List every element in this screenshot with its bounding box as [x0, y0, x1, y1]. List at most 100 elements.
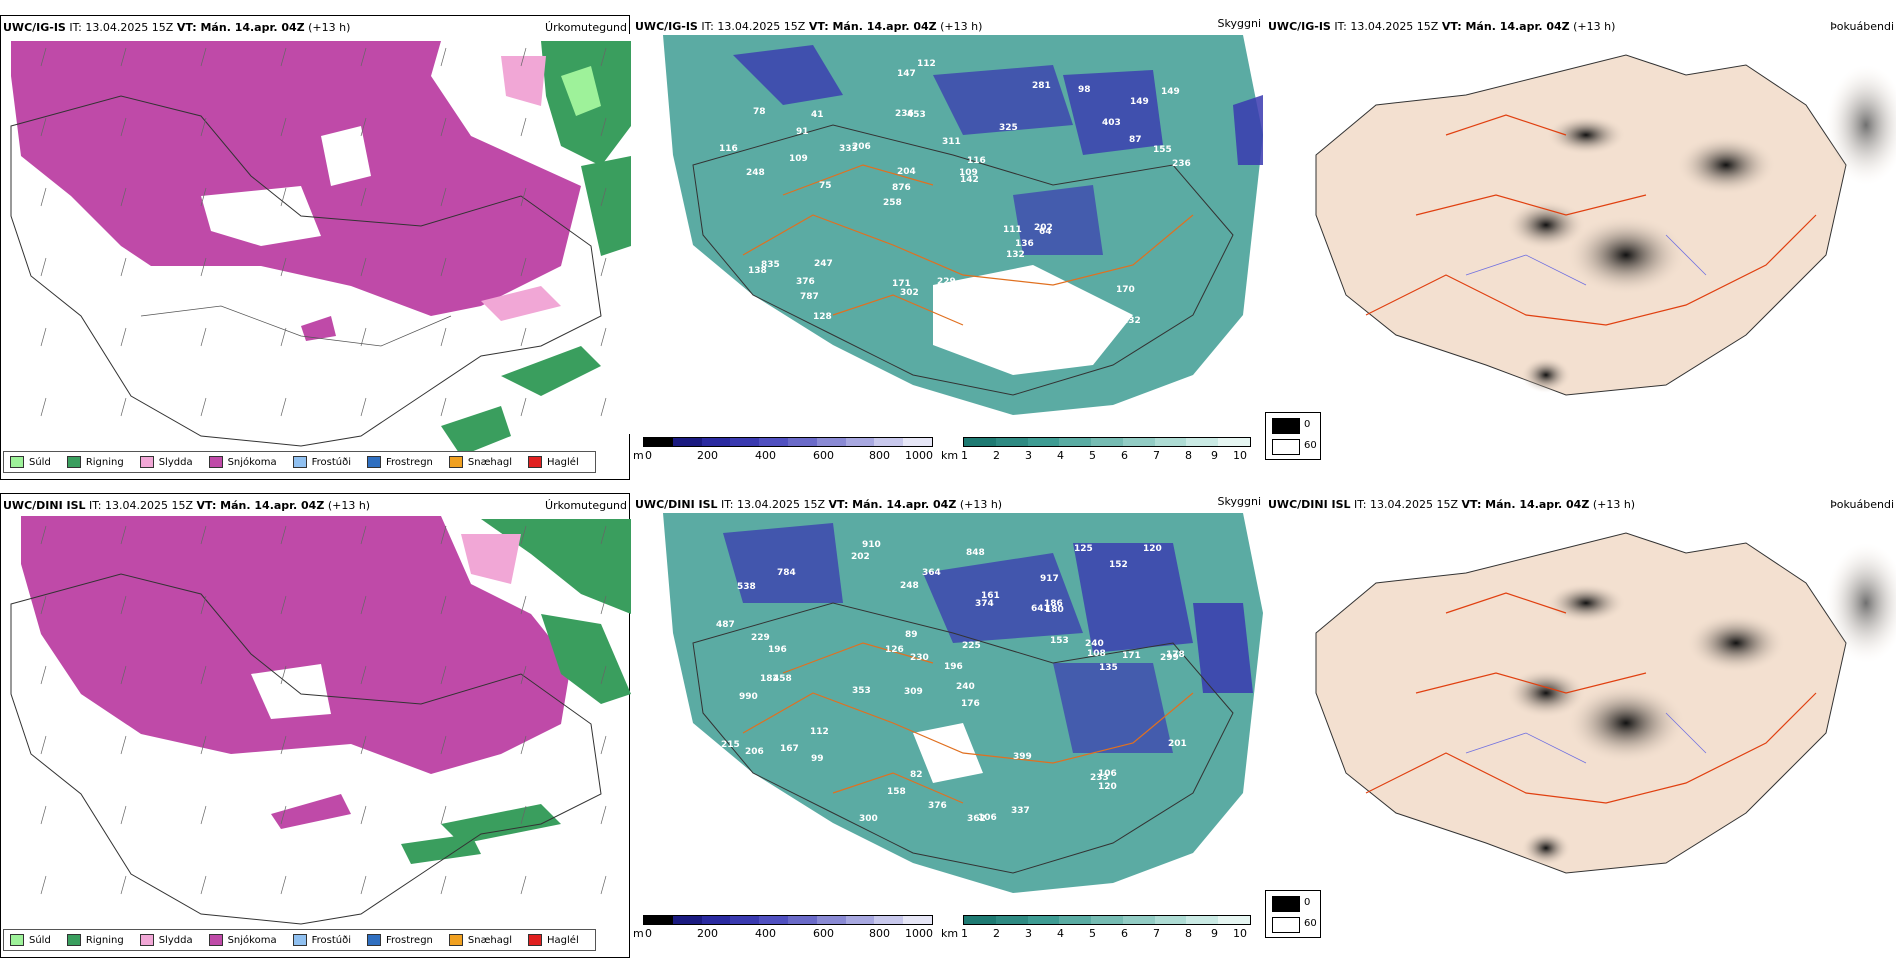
tick: 9: [1211, 449, 1218, 462]
height-label: 458: [773, 674, 792, 684]
legend-haglel: Haglél: [528, 456, 579, 468]
tick: 4: [1057, 927, 1064, 940]
visibility-unit: km: [941, 449, 959, 462]
panel-title: UWC/IG-IS IT: 13.04.2025 15Z VT: Mán. 14…: [1268, 20, 1616, 33]
height-label: 89: [905, 630, 918, 640]
height-label: 325: [999, 123, 1018, 133]
height-label: 362: [967, 814, 986, 824]
height-label: 248: [746, 168, 765, 178]
legend-rigning: Rigning: [66, 934, 124, 946]
height-label: 82: [910, 770, 923, 780]
tick: 6: [1121, 449, 1128, 462]
panel-title: UWC/DINI ISL IT: 13.04.2025 15Z VT: Mán.…: [1268, 498, 1636, 511]
height-label: 182: [760, 674, 779, 684]
tick: 7: [1153, 927, 1160, 940]
height-label: 170: [1116, 285, 1135, 295]
height-label: 167: [780, 744, 799, 754]
precip-legend: Súld Rigning Slydda Snjókoma Frostúði Fr…: [3, 451, 596, 473]
fog-legend-bottom: 0 60: [1265, 890, 1321, 938]
tick: 6: [1121, 927, 1128, 940]
tick: 8: [1185, 927, 1192, 940]
tick: 10: [1233, 927, 1247, 940]
height-label: 233: [1090, 773, 1109, 783]
height-label: 91: [796, 127, 809, 137]
height-label: 379: [768, 320, 787, 330]
legend-haglel: Haglél: [528, 934, 579, 946]
height-label: 64: [1039, 227, 1052, 237]
height-labels: 232 248 149 258 325 379 236 311 835 206 245 787 453 1…: [719, 59, 1191, 344]
height-label: 108: [1087, 649, 1106, 659]
legend-frostudi: Frostúði: [292, 934, 351, 946]
visibility-unit: km: [941, 927, 959, 940]
height-label: 337: [994, 287, 1013, 297]
legend-slydda: Slydda: [139, 456, 193, 468]
height-label: 309: [904, 687, 923, 697]
height-label: 132: [1006, 250, 1025, 260]
legend-rigning: Rigning: [66, 456, 124, 468]
legend-snjokoma: Snjókoma: [208, 934, 277, 946]
fog-index-map: [1315, 54, 1896, 396]
fog-legend-white-value: 60: [1304, 440, 1317, 451]
legend-frostregn: Frostregn: [367, 456, 433, 468]
tick: 9: [1211, 927, 1218, 940]
height-label: 120: [1098, 782, 1117, 792]
height-label: 236: [1172, 159, 1191, 169]
cloudbase-unit: m: [633, 927, 644, 940]
height-label: 876: [892, 183, 911, 193]
height-label: 248: [900, 581, 919, 591]
height-label: 917: [1040, 574, 1059, 584]
height-label: 147: [897, 69, 916, 79]
height-label: 126: [885, 645, 904, 655]
height-label: 230: [910, 653, 929, 663]
height-label: 453: [907, 110, 926, 120]
height-label: 196: [944, 662, 963, 672]
tick: 3: [1025, 449, 1032, 462]
height-label: 142: [960, 175, 979, 185]
height-label: 135: [1099, 663, 1118, 673]
tick: 5: [1089, 927, 1096, 940]
panel-field-name: Úrkomutegund: [545, 499, 627, 512]
legend-suld: Súld: [10, 934, 51, 946]
cloudbase-unit: m: [633, 449, 644, 462]
height-label: 176: [961, 699, 980, 709]
cloud-visibility-panel-bottom: UWC/DINI ISL IT: 13.04.2025 15Z VT: Mán.…: [633, 493, 1263, 958]
height-label: 240: [1085, 639, 1104, 649]
height-label: 641: [1031, 604, 1050, 614]
tick: 2: [993, 449, 1000, 462]
cloud-visibility-map: 910 917 299 309 176 458 538 641 990 374 196 201 202 3…: [663, 513, 1263, 893]
height-label: 236: [895, 109, 914, 119]
cloudbase-colorbar: m 0 200 400 600 800 1000: [633, 437, 933, 467]
height-label: 538: [737, 582, 756, 592]
tick: 200: [697, 449, 718, 462]
height-label: 116: [719, 144, 738, 154]
height-label: 136: [1015, 239, 1034, 249]
height-label: 299: [1160, 653, 1179, 663]
height-label: 131: [1085, 315, 1104, 325]
height-label: 161: [981, 591, 1000, 601]
tick: 7: [1153, 449, 1160, 462]
height-label: 376: [796, 277, 815, 287]
height-label: 281: [1032, 81, 1051, 91]
height-label: 116: [967, 156, 986, 166]
legend-suld: Súld: [10, 456, 51, 468]
cloudbase-colorbar: m 0 200 400 600 800 1000: [633, 915, 933, 945]
panel-field-name: Skyggni: [1217, 17, 1261, 30]
tick: 600: [813, 927, 834, 940]
fog-legend-white-value: 60: [1304, 918, 1317, 929]
height-label: 178: [1166, 650, 1185, 660]
precip-type-map: [2, 34, 631, 456]
panel-field-name: Úrkomutegund: [545, 21, 627, 34]
height-label: 180: [1045, 605, 1064, 615]
tick: 2: [993, 927, 1000, 940]
height-label: 229: [937, 277, 956, 287]
height-label: 403: [1102, 118, 1121, 128]
tick: 0: [645, 927, 652, 940]
height-label: 848: [966, 548, 985, 558]
height-label: 78: [753, 107, 766, 117]
height-label: 240: [956, 682, 975, 692]
height-label: 311: [942, 137, 961, 147]
legend-snaehagl: Snæhagl: [448, 456, 512, 468]
height-label: 784: [777, 568, 796, 578]
height-label: 206: [745, 747, 764, 757]
tick: 5: [1089, 449, 1096, 462]
